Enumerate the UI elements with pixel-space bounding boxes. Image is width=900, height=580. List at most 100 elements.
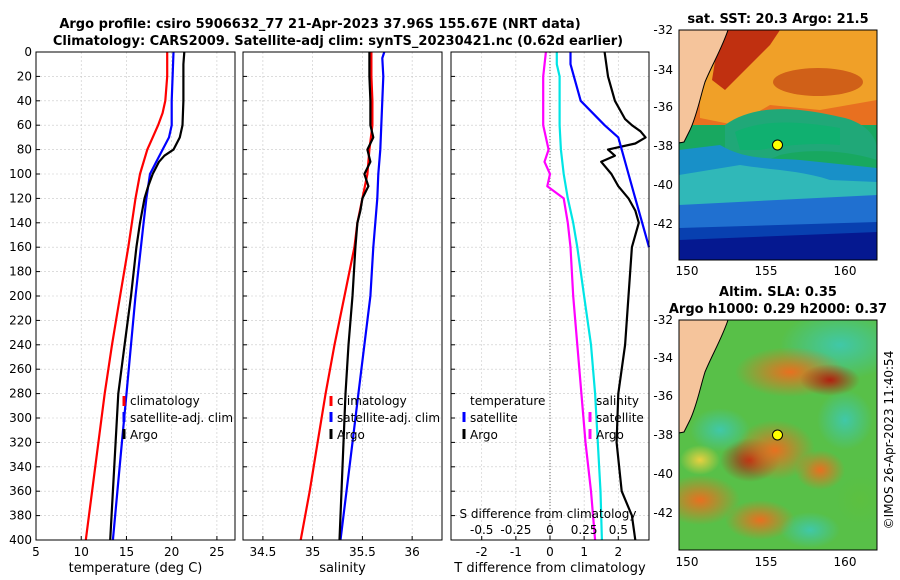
- depth-tick-label: 240: [9, 338, 32, 352]
- legend-label-argo: Argo: [337, 428, 365, 442]
- depth-tick-label: 320: [9, 435, 32, 449]
- s-diff-tick-label: 0: [546, 523, 554, 537]
- x-axis-label: salinity: [319, 561, 366, 576]
- s-diff-tick-label: -0.5: [470, 523, 493, 537]
- series-line-s-diff-satellite: [542, 51, 597, 541]
- legend-label-s-argo: Argo: [596, 428, 624, 442]
- sla-y-tick-label: -42: [653, 506, 673, 520]
- sst-y-tick-label: -38: [653, 139, 673, 153]
- series-line-climatology: [84, 52, 169, 541]
- sst-map: sat. SST: 20.3 Argo: 21.5 -32 -34 -36 -3…: [653, 12, 878, 278]
- sst-map-title: sat. SST: 20.3 Argo: 21.5: [687, 12, 868, 27]
- depth-tick-label: 300: [9, 411, 32, 425]
- sla-y-ticks: -32 -34 -36 -38 -40 -42: [653, 313, 673, 520]
- depth-tick-label: 220: [9, 313, 32, 327]
- legend-label-climatology: climatology: [130, 394, 200, 408]
- depth-tick-label: 340: [9, 460, 32, 474]
- title-line-2: Climatology: CARS2009. Satellite-adj cli…: [53, 34, 623, 49]
- legend-label-t-satellite: satellite: [470, 411, 518, 425]
- depth-tick-label: 40: [17, 94, 32, 108]
- salinity-profile-panel: 34.5 35 35.5 36 salinity: [242, 51, 443, 576]
- sla-field: [679, 320, 877, 550]
- sst-x-tick-label: 160: [834, 264, 857, 278]
- legend-label-argo: Argo: [130, 428, 158, 442]
- argo-float-marker: [772, 429, 783, 441]
- series-line-s-diff-argo: [555, 52, 603, 541]
- depth-tick-label: 0: [24, 45, 32, 59]
- imos-credit: ©IMOS 26-Apr-2023 11:40:54: [882, 351, 896, 530]
- series-line-satellite-adj-clim: [111, 51, 175, 541]
- sst-field: [679, 30, 877, 260]
- depth-tick-label: 360: [9, 484, 32, 498]
- sla-map: Altim. SLA: 0.35 Argo h1000: 0.29 h2000:…: [653, 285, 887, 569]
- depth-tick-label: 20: [17, 69, 32, 83]
- x-tick-label: 36: [405, 545, 420, 559]
- series-line-satellite-adj-clim: [339, 51, 386, 541]
- sla-y-tick-label: -32: [653, 313, 673, 327]
- s-diff-tick-label: 0.5: [609, 523, 628, 537]
- depth-tick-label: 100: [9, 167, 32, 181]
- legend-label-climatology: climatology: [337, 394, 407, 408]
- x-tick-label: 10: [74, 545, 89, 559]
- x-tick-label: 2: [614, 545, 622, 559]
- sst-map-frame: [678, 29, 878, 261]
- depth-tick-label: 400: [9, 533, 32, 547]
- x-tick-label: 0: [546, 545, 554, 559]
- x-tick-label: 35.5: [349, 545, 376, 559]
- x-tick-label: 35: [305, 545, 320, 559]
- sla-map-frame: [678, 319, 878, 551]
- x-tick-label: 20: [164, 545, 179, 559]
- sst-y-tick-label: -42: [653, 217, 673, 231]
- depth-tick-label: 260: [9, 362, 32, 376]
- sla-x-tick-label: 155: [755, 555, 778, 569]
- x-tick-label: 15: [119, 545, 134, 559]
- sst-x-tick-label: 155: [755, 264, 778, 278]
- sst-x-ticks: 150 155 160: [676, 264, 857, 278]
- sst-y-tick-label: -34: [653, 63, 673, 77]
- temperature-legend: climatology satellite-adj. clim Argo: [122, 394, 233, 442]
- sla-x-tick-label: 150: [676, 555, 699, 569]
- sla-x-tick-label: 160: [834, 555, 857, 569]
- grid: [243, 51, 442, 541]
- sla-map-title-line-2: Argo h1000: 0.29 h2000: 0.37: [669, 302, 887, 317]
- s-diff-tick-label: 0.25: [571, 523, 598, 537]
- x-tick-label: 1: [580, 545, 588, 559]
- series-line-argo: [338, 52, 375, 541]
- depth-tick-label: 120: [9, 191, 32, 205]
- argo-float-marker: [772, 139, 783, 151]
- legend-heading-salinity: salinity: [596, 394, 639, 408]
- legend-label-t-argo: Argo: [470, 428, 498, 442]
- series-line-t-diff-satellite: [569, 52, 651, 248]
- depth-tick-label: 140: [9, 216, 32, 230]
- depth-tick-label: 200: [9, 289, 32, 303]
- legend-label-s-satellite: satellite: [596, 411, 644, 425]
- depth-tick-label: 80: [17, 143, 32, 157]
- x-axis-label: T difference from climatology: [453, 561, 646, 576]
- salinity-legend: climatology satellite-adj. clim Argo: [329, 394, 440, 442]
- legend-label-satellite: satellite-adj. clim: [337, 411, 440, 425]
- difference-profile-panel: -2 -1 0 1 2 T difference from climatology: [450, 51, 651, 576]
- series-line-argo: [109, 51, 186, 541]
- series-line-t-diff-argo: [600, 51, 647, 541]
- x-tick-label: -1: [510, 545, 522, 559]
- legend-label-satellite: satellite-adj. clim: [130, 411, 233, 425]
- x-tick-label: -2: [476, 545, 488, 559]
- sst-y-tick-label: -36: [653, 100, 673, 114]
- sla-y-tick-label: -38: [653, 428, 673, 442]
- sst-y-tick-label: -40: [653, 178, 673, 192]
- sla-y-tick-label: -40: [653, 467, 673, 481]
- x-tick-label: 5: [32, 545, 40, 559]
- depth-tick-label: 280: [9, 387, 32, 401]
- sla-x-ticks: 150 155 160: [676, 555, 857, 569]
- sla-map-title-line-1: Altim. SLA: 0.35: [719, 285, 837, 300]
- s-diff-tick-label: -0.25: [500, 523, 531, 537]
- sla-y-tick-label: -36: [653, 389, 673, 403]
- s-difference-axis-label: S difference from climatology: [460, 507, 637, 521]
- x-axis-label: temperature (deg C): [69, 561, 203, 576]
- depth-tick-label: 60: [17, 118, 32, 132]
- temperature-profile-panel: 5 10 15 20 25 temperature (deg C) 0 20 40 60 80 100…: [9, 45, 236, 576]
- sst-x-tick-label: 150: [676, 264, 699, 278]
- depth-tick-label: 160: [9, 240, 32, 254]
- x-tick-label: 25: [209, 545, 224, 559]
